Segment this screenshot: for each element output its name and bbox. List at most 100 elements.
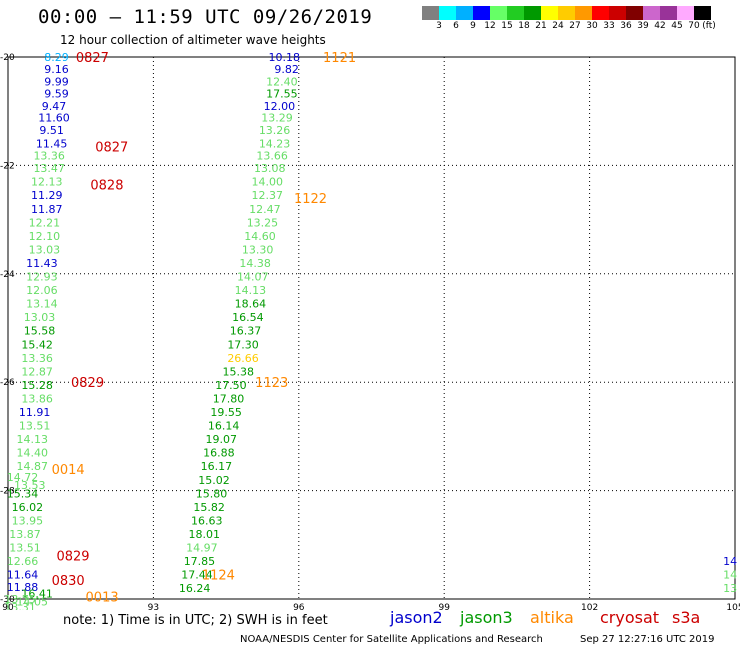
- swh-value: 13.29: [261, 112, 293, 125]
- scale-label: 42: [654, 21, 666, 31]
- scale-cell: [490, 6, 507, 20]
- swh-value: 12.93: [26, 271, 58, 284]
- swh-value: 14.13: [16, 433, 48, 446]
- scale-label: 9: [470, 21, 476, 31]
- scale-cell: [439, 6, 456, 20]
- swh-value: 17.44: [181, 569, 213, 582]
- swh-value: 14.87: [16, 460, 48, 473]
- swh-value: 14.05: [16, 596, 48, 609]
- track-time-label: 0829: [56, 550, 89, 565]
- swh-value: 11.64: [7, 569, 39, 582]
- swh-value: 13.53: [14, 479, 46, 492]
- swh-value: 12.87: [21, 365, 53, 378]
- track-time-label: 0014: [52, 463, 85, 478]
- x-tick-label: 96: [293, 603, 305, 610]
- map-frame: [7, 56, 736, 600]
- track-time-label: 0829: [71, 376, 104, 391]
- swh-value: 13: [723, 582, 737, 595]
- scale-cell: [456, 6, 473, 20]
- scale-cell: [541, 6, 558, 20]
- swh-value: 9.59: [44, 87, 69, 100]
- swh-value: 16.17: [201, 460, 233, 473]
- y-tick-label: -20: [0, 53, 15, 63]
- track-time-label: 1122: [294, 192, 327, 207]
- swh-value: 14: [723, 569, 737, 582]
- y-tick-label: -22: [0, 161, 15, 171]
- track-time-label: 1124: [202, 569, 235, 584]
- swh-value: 12.13: [31, 176, 63, 189]
- swh-value: 14.72: [7, 471, 39, 484]
- swh-value: 11.43: [26, 257, 58, 270]
- swh-value: 16.54: [232, 311, 264, 324]
- swh-value: 11.60: [38, 112, 70, 125]
- legend-item-s3a: s3a: [672, 608, 701, 627]
- swh-value: 12.37: [252, 189, 284, 202]
- swh-value: 14.40: [16, 447, 48, 460]
- scale-label: 36: [620, 21, 632, 31]
- swh-value: 17.85: [184, 555, 216, 568]
- swh-value: 13.36: [21, 352, 53, 365]
- swh-value: 15.28: [21, 379, 53, 392]
- swh-value: 9.99: [44, 75, 69, 88]
- swh-value: 10.18: [269, 51, 301, 64]
- x-tick-label: 102: [581, 603, 598, 610]
- scale-cell: [473, 6, 490, 20]
- scale-cell: [422, 6, 439, 20]
- scale-cell: [660, 6, 677, 20]
- swh-value: 11.45: [36, 138, 68, 151]
- swh-value: 11.91: [19, 406, 51, 419]
- swh-value: 13.14: [26, 298, 58, 311]
- x-tick-label: 99: [438, 603, 450, 610]
- swh-value: 13.95: [12, 514, 44, 527]
- swh-value: 13.26: [259, 124, 291, 137]
- swh-value: 14.23: [259, 138, 291, 151]
- swh-value: 13.75: [4, 593, 36, 606]
- swh-value: 13.51: [19, 420, 51, 433]
- track-time-label: 0013: [86, 590, 119, 605]
- color-scale-bar: [422, 6, 711, 20]
- swh-value: 14.97: [186, 542, 218, 555]
- scale-label: 24: [552, 21, 564, 31]
- scale-label: 12: [484, 21, 496, 31]
- scale-label: 30: [586, 21, 598, 31]
- swh-value: 17.80: [213, 392, 245, 405]
- swh-value: 9.51: [39, 124, 64, 137]
- swh-value: 13.86: [21, 392, 53, 405]
- track-time-label: 0827: [76, 51, 109, 66]
- y-tick-label: -24: [0, 270, 15, 280]
- swh-value: 15.58: [24, 325, 56, 338]
- swh-value: 14.60: [244, 230, 276, 243]
- y-tick-label: -30: [0, 595, 15, 605]
- scale-cell: [677, 6, 694, 20]
- altimeter-map: 90 93 96 99 102 105 -20 -22 -24 -26 -28 -30 8.299.16…: [0, 51, 740, 610]
- swh-value: 12.00: [264, 100, 296, 113]
- scale-label: 45: [671, 21, 683, 31]
- swh-value: 18.64: [235, 298, 267, 311]
- swh-value: 14.38: [239, 257, 271, 270]
- swh-value: 13.03: [29, 243, 61, 256]
- track-time-label: 0828: [90, 178, 123, 193]
- x-tick-label: 90: [2, 603, 14, 610]
- legend-item-altika: altika: [530, 608, 574, 627]
- scale-cell: [558, 6, 575, 20]
- track-time-label: 0830: [52, 574, 85, 589]
- track-time-label: 1121: [323, 51, 356, 66]
- swh-value: 12.40: [266, 75, 298, 88]
- swh-value: 26.66: [227, 352, 259, 365]
- swh-value: 14.00: [252, 176, 284, 189]
- swh-value: 9.47: [42, 100, 67, 113]
- scale-label: 3: [436, 21, 442, 31]
- x-tick-label: 105: [726, 603, 740, 610]
- scale-cell: [507, 6, 524, 20]
- swh-value: 12.06: [26, 284, 58, 297]
- scale-label: 6: [453, 21, 459, 31]
- swh-value: 17.55: [266, 87, 298, 100]
- page-title: 00:00 – 11:59 UTC 09/26/2019: [38, 6, 373, 28]
- scale-cell: [592, 6, 609, 20]
- footer-note: note: 1) Time is in UTC; 2) SWH is in fe…: [63, 613, 328, 628]
- swh-value: 17.50: [215, 379, 247, 392]
- swh-value: 16.63: [191, 514, 223, 527]
- swh-value: 19.07: [206, 433, 238, 446]
- swh-value: 16.88: [203, 447, 235, 460]
- swh-value: 15.82: [193, 501, 225, 514]
